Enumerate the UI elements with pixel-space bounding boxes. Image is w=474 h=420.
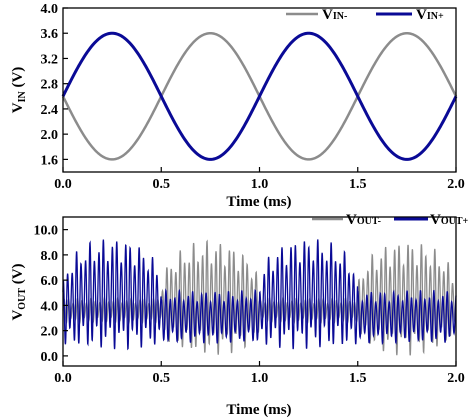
- vin-x-tick-label: 0.0: [54, 177, 72, 192]
- vout-x-axis-title: Time (ms): [226, 402, 291, 418]
- vout-y-tick-label: 2.0: [41, 325, 59, 340]
- vin-x-tick-label: 2.0: [447, 177, 465, 192]
- vin-y-tick-label: 1.6: [41, 153, 59, 168]
- vout-series-layer: [62, 239, 457, 356]
- vin-y-tick-label: 3.6: [41, 27, 59, 42]
- vin-y-tick-label: 2.8: [41, 78, 59, 93]
- vout-y-tick-label: 0.0: [41, 350, 59, 365]
- vin-x-tick-label: 0.5: [153, 177, 171, 192]
- vout-plus-series-line: [62, 239, 457, 351]
- vout-plus-legend-label: VOUT+: [430, 212, 469, 228]
- vout-axes: 0.0 0.5 1.0 1.5 2.0 0.0 2.0 4.0 6.0 8.0 10.0: [34, 224, 465, 386]
- vin-legend: VIN- VIN+: [286, 7, 444, 23]
- vin-x-tick-label: 1.0: [251, 177, 269, 192]
- vout-y-tick-label: 10.0: [34, 224, 59, 239]
- vout-chart: 0.0 0.5 1.0 1.5 2.0 0.0 2.0 4.0 6.0 8.0 10.0 Time …: [10, 212, 469, 418]
- vin-y-tick-label: 4.0: [41, 2, 59, 17]
- vin-y-tick-label: 3.2: [41, 52, 59, 67]
- vin-plot-frame: [62, 7, 457, 173]
- vout-x-tick-label: 2.0: [447, 371, 465, 386]
- vin-x-axis-title: Time (ms): [226, 194, 291, 210]
- vout-y-tick-label: 6.0: [41, 274, 59, 289]
- vin-series-layer: [61, 31, 458, 161]
- vin-chart: 0.0 0.5 1.0 1.5 2.0 1.6 2.0 2.4 2.8 3.2 3.6 4.0 Tim…: [10, 2, 465, 210]
- vout-y-tick-label: 8.0: [41, 249, 59, 264]
- vout-y-axis-title: VOUT (V): [10, 263, 28, 320]
- vin-y-tick-label: 2.4: [41, 103, 59, 118]
- vin-y-tick-label: 2.0: [41, 128, 59, 143]
- vout-minus-legend-label: VOUT-: [346, 212, 381, 228]
- vout-legend: VOUT- VOUT+: [312, 212, 469, 228]
- vin-plus-legend-label: VIN+: [416, 7, 444, 23]
- vout-x-tick-label: 1.5: [349, 371, 367, 386]
- vin-minus-legend-label: VIN-: [322, 7, 347, 23]
- vin-y-axis-title: VIN (V): [10, 67, 28, 114]
- vout-x-tick-label: 0.5: [153, 371, 171, 386]
- vout-y-tick-label: 4.0: [41, 299, 59, 314]
- vin-plus-series-line: [61, 31, 458, 161]
- vout-x-tick-label: 1.0: [251, 371, 269, 386]
- vin-axes: 0.0 0.5 1.0 1.5 2.0 1.6 2.0 2.4 2.8 3.2 3.6 4.0: [41, 2, 465, 192]
- vin-x-tick-label: 1.5: [349, 177, 367, 192]
- vout-x-tick-label: 0.0: [54, 371, 72, 386]
